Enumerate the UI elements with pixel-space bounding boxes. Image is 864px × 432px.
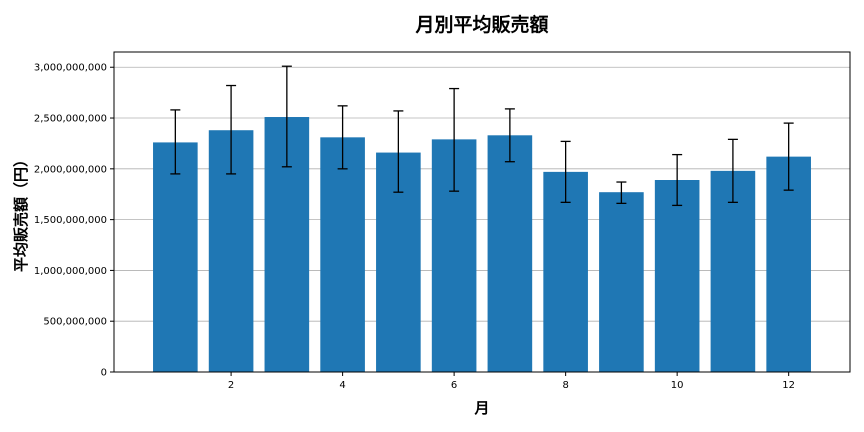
- y-axis: 0 500,000,000 1,000,000,000 1,500,000,000 2,…: [34, 63, 114, 379]
- chart-title: 月別平均販売額: [414, 13, 548, 36]
- bar: [599, 192, 644, 372]
- x-tick-label: 6: [451, 380, 457, 391]
- x-axis: 2 4 6 8 10 12: [228, 372, 795, 391]
- y-tick-label: 0: [101, 368, 107, 379]
- y-tick-label: 500,000,000: [43, 317, 107, 328]
- x-tick-label: 2: [228, 380, 234, 391]
- bar: [543, 171, 588, 372]
- bar: [320, 137, 365, 372]
- x-tick-label: 10: [671, 380, 684, 391]
- bar: [710, 170, 756, 372]
- bar: [766, 156, 811, 372]
- x-axis-label: 月: [473, 399, 489, 417]
- x-tick-label: 8: [562, 380, 568, 391]
- x-tick-label: 12: [782, 380, 795, 391]
- y-tick-label: 2,500,000,000: [34, 114, 107, 125]
- y-tick-label: 1,500,000,000: [34, 215, 107, 226]
- plot-frame: [113, 51, 851, 373]
- y-axis-label: 平均販売額（円）: [12, 152, 30, 272]
- bar: [153, 142, 198, 372]
- bar: [487, 135, 533, 372]
- y-tick-label: 1,000,000,000: [34, 266, 107, 277]
- bars: [153, 117, 811, 373]
- bar: [654, 180, 700, 372]
- y-tick-label: 2,000,000,000: [34, 164, 107, 175]
- error-bars: [170, 65, 794, 207]
- y-tick-label: 3,000,000,000: [34, 63, 107, 74]
- x-tick-label: 4: [339, 380, 345, 391]
